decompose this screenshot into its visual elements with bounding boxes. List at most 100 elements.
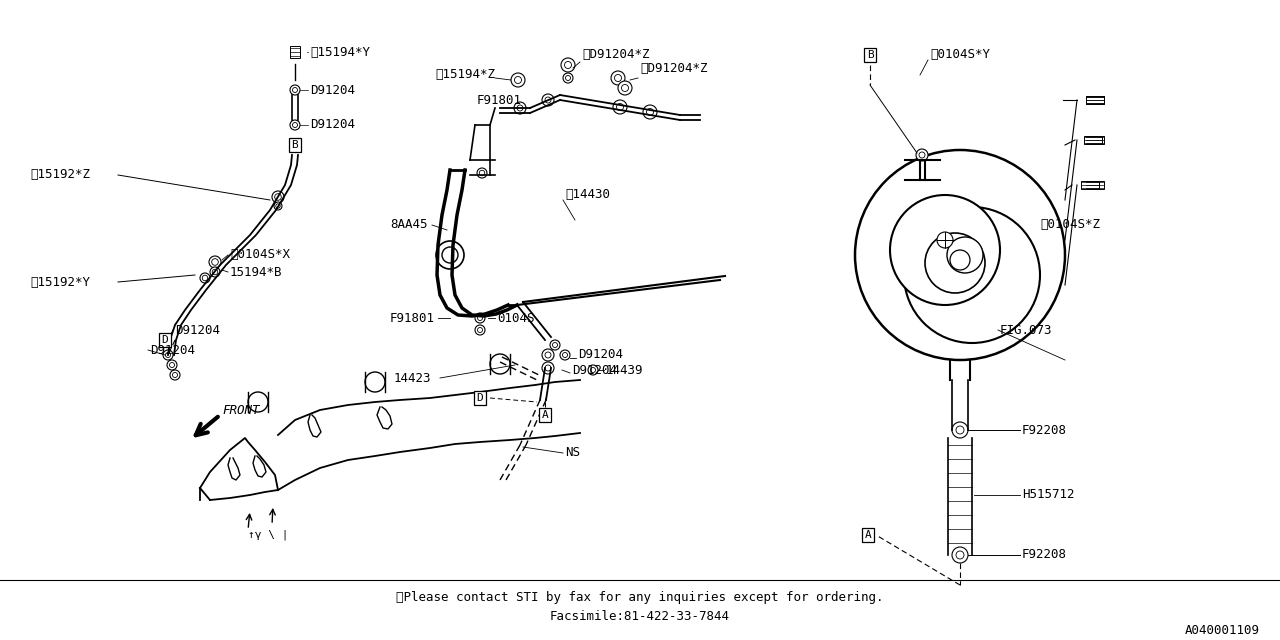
Circle shape <box>475 325 485 335</box>
Text: D91204: D91204 <box>310 118 355 131</box>
Circle shape <box>273 191 284 203</box>
Circle shape <box>564 61 571 68</box>
Circle shape <box>166 360 177 370</box>
Circle shape <box>916 149 928 161</box>
Text: 15194*B: 15194*B <box>230 266 283 278</box>
Circle shape <box>173 372 178 378</box>
Circle shape <box>919 152 925 158</box>
Text: FIG.073: FIG.073 <box>1000 323 1052 337</box>
Circle shape <box>490 354 509 374</box>
Circle shape <box>515 102 526 114</box>
Circle shape <box>937 232 954 248</box>
Circle shape <box>541 349 554 361</box>
Circle shape <box>169 362 174 367</box>
Text: ※15194*Y: ※15194*Y <box>310 45 370 58</box>
Bar <box>1084 136 1102 144</box>
Circle shape <box>855 150 1065 360</box>
Text: ※D91204*Z: ※D91204*Z <box>640 61 708 74</box>
Circle shape <box>545 97 550 103</box>
Bar <box>1085 96 1103 104</box>
Text: ※15194*Z: ※15194*Z <box>435 68 495 81</box>
Circle shape <box>541 362 554 374</box>
Circle shape <box>163 350 173 360</box>
Text: ※D91204*Z: ※D91204*Z <box>582 49 649 61</box>
Text: NS: NS <box>564 447 580 460</box>
Circle shape <box>545 365 550 371</box>
Circle shape <box>210 267 220 277</box>
Circle shape <box>614 74 622 81</box>
Circle shape <box>511 73 525 87</box>
Circle shape <box>553 342 558 348</box>
Text: 8AA45: 8AA45 <box>390 218 428 232</box>
Circle shape <box>248 392 268 412</box>
Circle shape <box>611 71 625 85</box>
Circle shape <box>212 269 218 275</box>
Text: ※0104S*Y: ※0104S*Y <box>931 49 989 61</box>
Text: D: D <box>161 335 169 345</box>
Text: B: B <box>292 140 298 150</box>
Text: Facsimile:81-422-33-7844: Facsimile:81-422-33-7844 <box>550 609 730 623</box>
Text: 14439: 14439 <box>605 364 644 376</box>
Circle shape <box>442 247 458 263</box>
Circle shape <box>293 88 297 93</box>
Circle shape <box>275 204 280 208</box>
Text: ※15192*Z: ※15192*Z <box>29 168 90 182</box>
Circle shape <box>566 76 571 81</box>
Circle shape <box>165 353 170 358</box>
Circle shape <box>643 105 657 119</box>
Text: D91204: D91204 <box>310 83 355 97</box>
Text: D91204: D91204 <box>175 323 220 337</box>
Text: ※0104S*Z: ※0104S*Z <box>1039 218 1100 232</box>
Text: 0104S: 0104S <box>497 312 535 324</box>
Text: ↑γ \ |: ↑γ \ | <box>248 530 288 540</box>
Circle shape <box>479 170 485 176</box>
Circle shape <box>291 85 300 95</box>
Bar <box>1085 181 1103 189</box>
Text: A040001109: A040001109 <box>1185 623 1260 637</box>
Text: ※14430: ※14430 <box>564 189 611 202</box>
Text: F92208: F92208 <box>1021 424 1068 436</box>
Text: F91801: F91801 <box>390 312 435 324</box>
Circle shape <box>211 259 219 266</box>
Circle shape <box>950 250 970 270</box>
Circle shape <box>904 207 1039 343</box>
Circle shape <box>622 84 628 92</box>
Circle shape <box>515 77 521 83</box>
Circle shape <box>618 81 632 95</box>
Circle shape <box>541 94 554 106</box>
Circle shape <box>588 365 598 375</box>
Circle shape <box>365 372 385 392</box>
Circle shape <box>475 313 485 323</box>
Circle shape <box>477 328 483 333</box>
Text: F91801: F91801 <box>477 93 522 106</box>
Circle shape <box>561 350 570 360</box>
Circle shape <box>646 109 654 115</box>
Circle shape <box>613 100 627 114</box>
Circle shape <box>952 422 968 438</box>
Text: A: A <box>864 530 872 540</box>
Circle shape <box>956 551 964 559</box>
Text: D91204: D91204 <box>150 344 195 356</box>
Circle shape <box>590 367 595 372</box>
Circle shape <box>617 104 623 111</box>
Circle shape <box>170 370 180 380</box>
Text: FRONT: FRONT <box>221 403 260 417</box>
Bar <box>1082 181 1100 189</box>
Bar <box>291 46 300 58</box>
Circle shape <box>561 58 575 72</box>
Circle shape <box>477 168 486 178</box>
Text: D91204: D91204 <box>572 364 617 376</box>
Circle shape <box>291 120 300 130</box>
Circle shape <box>436 241 465 269</box>
Bar <box>1085 136 1103 144</box>
Circle shape <box>274 202 282 210</box>
Circle shape <box>477 316 483 321</box>
Circle shape <box>275 194 282 200</box>
Bar <box>1085 96 1103 104</box>
Circle shape <box>563 73 573 83</box>
Circle shape <box>200 273 210 283</box>
Circle shape <box>956 426 964 434</box>
Circle shape <box>550 340 561 350</box>
Text: B: B <box>867 50 873 60</box>
Circle shape <box>925 233 986 293</box>
